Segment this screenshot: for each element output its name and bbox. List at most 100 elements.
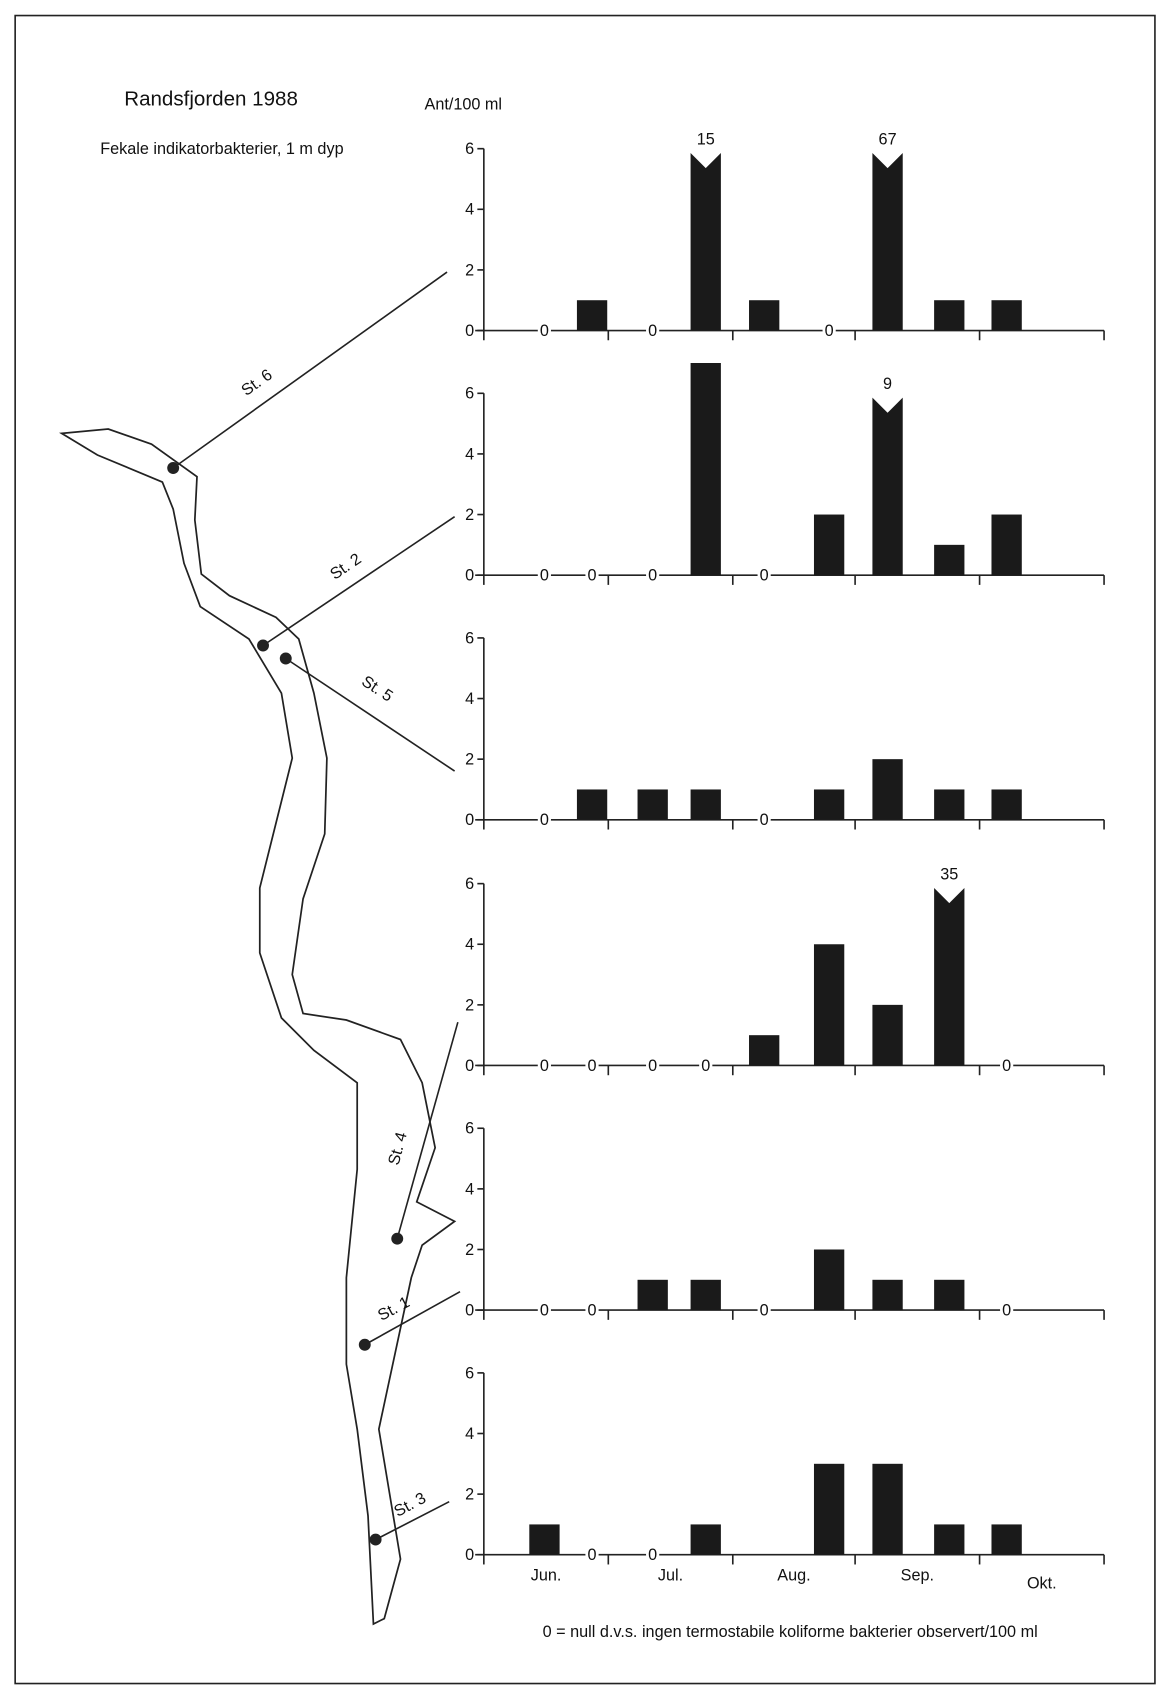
bar-value-label: 9 (883, 375, 892, 393)
fjord-outline (59, 428, 457, 1626)
bar-value-label: 15 (697, 130, 715, 148)
bar (690, 362, 721, 576)
bar (576, 300, 608, 331)
bar (529, 1524, 560, 1555)
y-tick-label: 2 (465, 506, 474, 524)
bar (749, 1035, 780, 1066)
station-leader (375, 1500, 450, 1541)
bar-value-label: 67 (879, 130, 897, 148)
y-tick-label: 4 (465, 201, 474, 219)
zero-label: 0 (588, 1302, 597, 1320)
unit-label: Ant/100 ml (425, 96, 503, 114)
subtitle: Fekale indikatorbakterier, 1 m dyp (100, 140, 343, 158)
bar (813, 944, 845, 1066)
y-tick-label: 2 (465, 751, 474, 769)
y-tick-label: 2 (465, 261, 474, 279)
bar (934, 789, 965, 820)
bar (872, 1004, 903, 1066)
month-label: Okt. (1027, 1574, 1057, 1592)
station-dot (257, 639, 269, 652)
y-tick-label: 4 (465, 1180, 474, 1198)
bar (991, 1524, 1022, 1555)
zero-label: 0 (1002, 1057, 1011, 1075)
station-label: St. 4 (385, 1130, 411, 1167)
bar (934, 1279, 965, 1311)
bar (813, 789, 845, 820)
bar (690, 1279, 721, 1311)
zero-label: 0 (701, 1057, 710, 1075)
station-label: St. 5 (358, 672, 396, 705)
bar (872, 1279, 903, 1311)
station-dot (369, 1533, 382, 1546)
station-leader (262, 516, 456, 647)
station-leader (396, 1021, 459, 1239)
month-label: Jun. (531, 1567, 562, 1585)
bar (813, 1463, 845, 1555)
y-tick-label: 6 (465, 629, 474, 647)
month-label: Sep. (901, 1567, 934, 1585)
y-tick-label: 0 (465, 1546, 474, 1564)
bar (991, 514, 1022, 576)
y-tick-label: 0 (465, 567, 474, 585)
bar (637, 1279, 668, 1311)
bar (690, 789, 721, 820)
zero-label: 0 (648, 1546, 657, 1564)
station-dot (279, 652, 292, 665)
bar (991, 789, 1022, 820)
y-tick-label: 0 (465, 322, 474, 340)
bar (637, 789, 668, 820)
station-leader (364, 1290, 461, 1346)
y-tick-label: 2 (465, 1486, 474, 1504)
station-dot (358, 1338, 371, 1351)
bar (934, 300, 965, 331)
zero-label: 0 (760, 811, 769, 829)
zero-label: 0 (540, 811, 549, 829)
y-tick-label: 6 (465, 1120, 474, 1138)
frame (14, 14, 1156, 1685)
bar (813, 514, 845, 576)
station-dot (167, 462, 180, 474)
y-tick-label: 4 (465, 1425, 474, 1443)
bar (576, 789, 608, 820)
bar-value-label: 35 (940, 865, 958, 883)
bar-truncated (690, 153, 721, 331)
bar (934, 1524, 965, 1555)
y-tick-label: 2 (465, 996, 474, 1014)
station-label: St. 6 (238, 366, 276, 400)
y-tick-label: 4 (465, 445, 474, 463)
zero-label: 0 (588, 1546, 597, 1564)
bar-truncated (872, 153, 903, 331)
zero-label: 0 (825, 322, 834, 340)
zero-label: 0 (540, 567, 549, 585)
y-tick-label: 6 (465, 875, 474, 893)
zero-label: 0 (760, 1302, 769, 1320)
title: Randsfjorden 1988 (124, 87, 298, 110)
month-label: Aug. (777, 1567, 810, 1585)
zero-label: 0 (540, 322, 549, 340)
bar (872, 1463, 903, 1555)
zero-label: 0 (760, 567, 769, 585)
month-label: Jul. (658, 1567, 683, 1585)
zero-label: 0 (540, 1057, 549, 1075)
y-tick-label: 4 (465, 936, 474, 954)
station-label: St. 2 (327, 550, 365, 584)
zero-label: 0 (588, 1057, 597, 1075)
bar-truncated (872, 397, 903, 576)
bar (749, 300, 780, 331)
bar (690, 1524, 721, 1555)
zero-label: 0 (648, 1057, 657, 1075)
station-dot (391, 1232, 404, 1245)
y-tick-label: 0 (465, 1302, 474, 1320)
zero-label: 0 (1002, 1302, 1011, 1320)
y-tick-label: 6 (465, 1364, 474, 1382)
zero-label: 0 (648, 322, 657, 340)
station-leader (285, 657, 456, 772)
y-tick-label: 0 (465, 1057, 474, 1075)
station-leader (172, 271, 448, 469)
bar (991, 300, 1022, 331)
y-tick-label: 6 (465, 140, 474, 158)
footnote: 0 = null d.v.s. ingen termostabile kolif… (543, 1623, 1038, 1641)
y-tick-label: 2 (465, 1241, 474, 1259)
